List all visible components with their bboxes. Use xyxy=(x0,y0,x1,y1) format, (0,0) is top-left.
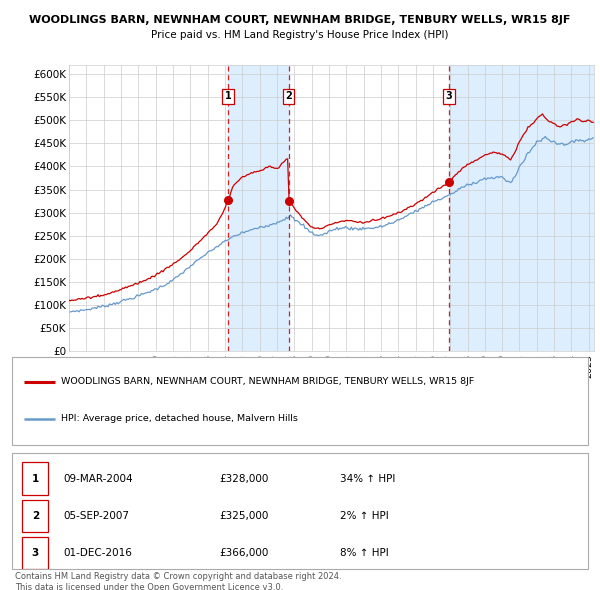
Text: £366,000: £366,000 xyxy=(220,548,269,558)
FancyBboxPatch shape xyxy=(22,463,48,495)
FancyBboxPatch shape xyxy=(22,537,48,569)
Text: 01-DEC-2016: 01-DEC-2016 xyxy=(64,548,133,558)
Text: 2% ↑ HPI: 2% ↑ HPI xyxy=(340,511,389,521)
Bar xyxy=(449,65,594,351)
Text: 8% ↑ HPI: 8% ↑ HPI xyxy=(340,548,389,558)
Text: £325,000: £325,000 xyxy=(220,511,269,521)
Text: £328,000: £328,000 xyxy=(220,474,269,484)
Text: Price paid vs. HM Land Registry's House Price Index (HPI): Price paid vs. HM Land Registry's House … xyxy=(151,30,449,40)
Text: 3: 3 xyxy=(445,91,452,101)
Text: 05-SEP-2007: 05-SEP-2007 xyxy=(64,511,130,521)
Text: WOODLINGS BARN, NEWNHAM COURT, NEWNHAM BRIDGE, TENBURY WELLS, WR15 8JF: WOODLINGS BARN, NEWNHAM COURT, NEWNHAM B… xyxy=(29,15,571,25)
Text: 09-MAR-2004: 09-MAR-2004 xyxy=(64,474,133,484)
FancyBboxPatch shape xyxy=(22,500,48,532)
Text: 2: 2 xyxy=(32,511,39,521)
Text: 2: 2 xyxy=(285,91,292,101)
Text: WOODLINGS BARN, NEWNHAM COURT, NEWNHAM BRIDGE, TENBURY WELLS, WR15 8JF: WOODLINGS BARN, NEWNHAM COURT, NEWNHAM B… xyxy=(61,377,474,386)
Text: Contains HM Land Registry data © Crown copyright and database right 2024.
This d: Contains HM Land Registry data © Crown c… xyxy=(15,572,341,590)
Text: 1: 1 xyxy=(32,474,39,484)
Text: HPI: Average price, detached house, Malvern Hills: HPI: Average price, detached house, Malv… xyxy=(61,414,298,424)
Bar xyxy=(228,65,289,351)
Text: 1: 1 xyxy=(225,91,232,101)
Text: 3: 3 xyxy=(32,548,39,558)
FancyBboxPatch shape xyxy=(12,453,588,569)
Text: 34% ↑ HPI: 34% ↑ HPI xyxy=(340,474,395,484)
FancyBboxPatch shape xyxy=(12,357,588,445)
